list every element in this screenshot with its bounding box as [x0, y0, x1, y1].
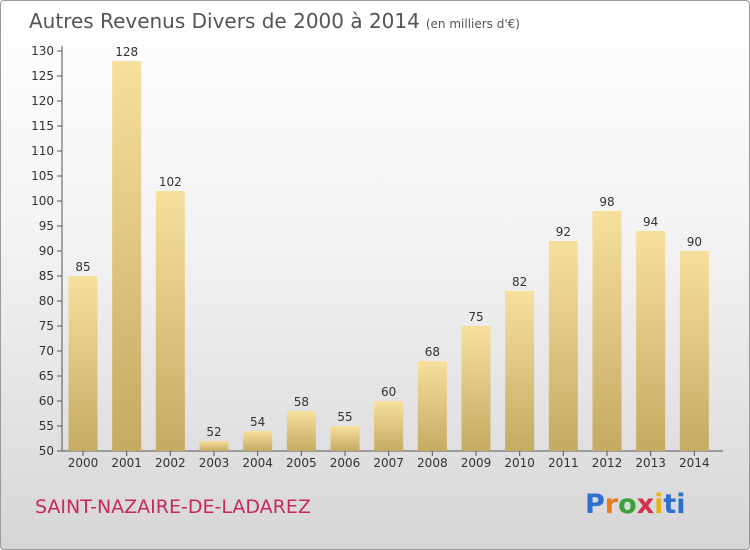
data-label-2003: 52 — [206, 425, 221, 439]
y-tick-label: 60 — [39, 394, 54, 408]
data-label-2013: 94 — [643, 215, 658, 229]
data-label-2010: 82 — [512, 275, 527, 289]
bar-2000 — [68, 276, 98, 451]
x-tick-label-2008: 2008 — [417, 456, 448, 470]
y-tick-label: 95 — [39, 219, 54, 233]
x-tick-label-2012: 2012 — [592, 456, 623, 470]
bar-2010 — [505, 291, 535, 451]
x-tick-label-2006: 2006 — [330, 456, 361, 470]
logo-letter: i — [654, 489, 664, 520]
y-tick-label: 75 — [39, 319, 54, 333]
x-tick-label-2014: 2014 — [679, 456, 710, 470]
x-tick-label-2004: 2004 — [242, 456, 273, 470]
data-label-2002: 102 — [159, 175, 182, 189]
chart-title-unit: (en milliers d'€) — [425, 17, 520, 31]
data-label-2014: 90 — [687, 235, 702, 249]
data-label-2008: 68 — [425, 345, 440, 359]
x-tick-label-2010: 2010 — [504, 456, 535, 470]
logo-letter: x — [636, 489, 655, 520]
data-label-2005: 58 — [294, 395, 309, 409]
y-tick-label: 80 — [39, 294, 54, 308]
y-tick-label: 125 — [31, 69, 54, 83]
logo-letter: r — [604, 489, 619, 520]
data-label-2000: 85 — [75, 260, 90, 274]
x-tick-label-2001: 2001 — [111, 456, 142, 470]
bar-2011 — [548, 241, 578, 451]
data-label-2007: 60 — [381, 385, 396, 399]
x-tick-label-2009: 2009 — [461, 456, 492, 470]
data-label-2004: 54 — [250, 415, 265, 429]
bar-2014 — [679, 251, 709, 451]
bar-2008 — [417, 361, 447, 451]
x-tick-label-2011: 2011 — [548, 456, 579, 470]
logo-letter: o — [618, 489, 637, 520]
commune-name: SAINT-NAZAIRE-DE-LADAREZ — [35, 496, 311, 518]
bar-2005 — [286, 411, 316, 451]
bar-2001 — [112, 61, 142, 451]
bar-2006 — [330, 426, 360, 451]
y-tick-label: 130 — [31, 44, 54, 58]
y-tick-label: 70 — [39, 344, 54, 358]
x-tick-label-2007: 2007 — [373, 456, 404, 470]
y-tick-label: 65 — [39, 369, 54, 383]
logo-letter: i — [676, 489, 686, 520]
axes: 50 55 60 65 70 75 80 85 90 95 100 105 110 115 120 125 13… — [31, 44, 723, 470]
proxiti-logo: Proxiti — [585, 489, 686, 520]
y-tick-label: 55 — [39, 419, 54, 433]
y-tick-label: 120 — [31, 94, 54, 108]
y-tick-label: 90 — [39, 244, 54, 258]
bar-2002 — [155, 191, 185, 451]
bar-2009 — [461, 326, 491, 451]
x-tick-label-2000: 2000 — [68, 456, 99, 470]
logo-letter: P — [585, 489, 605, 520]
data-label-2011: 92 — [556, 225, 571, 239]
x-tick-label-2002: 2002 — [155, 456, 186, 470]
data-labels: 85 128 102 52 54 58 55 60 68 75 82 92 98 94 90 — [75, 45, 702, 439]
x-tick-label-2003: 2003 — [199, 456, 230, 470]
logo-letter: t — [663, 489, 677, 520]
bar-2003 — [199, 441, 229, 451]
data-label-2009: 75 — [468, 310, 483, 324]
data-label-2012: 98 — [599, 195, 614, 209]
y-tick-label: 50 — [39, 444, 54, 458]
bar-2013 — [636, 231, 666, 451]
x-tick-label-2005: 2005 — [286, 456, 317, 470]
chart-title-main: Autres Revenus Divers de 2000 à 2014 — [29, 9, 420, 33]
y-tick-label: 100 — [31, 194, 54, 208]
data-label-2001: 128 — [115, 45, 138, 59]
bar-2007 — [374, 401, 404, 451]
y-tick-label: 105 — [31, 169, 54, 183]
bars — [68, 61, 709, 451]
x-tick-label-2013: 2013 — [635, 456, 666, 470]
chart-title: Autres Revenus Divers de 2000 à 2014 (en … — [29, 9, 520, 33]
y-tick-label: 115 — [31, 119, 54, 133]
bar-2004 — [243, 431, 273, 451]
y-tick-label: 110 — [31, 144, 54, 158]
y-tick-label: 85 — [39, 269, 54, 283]
data-label-2006: 55 — [337, 410, 352, 424]
bar-2012 — [592, 211, 622, 451]
